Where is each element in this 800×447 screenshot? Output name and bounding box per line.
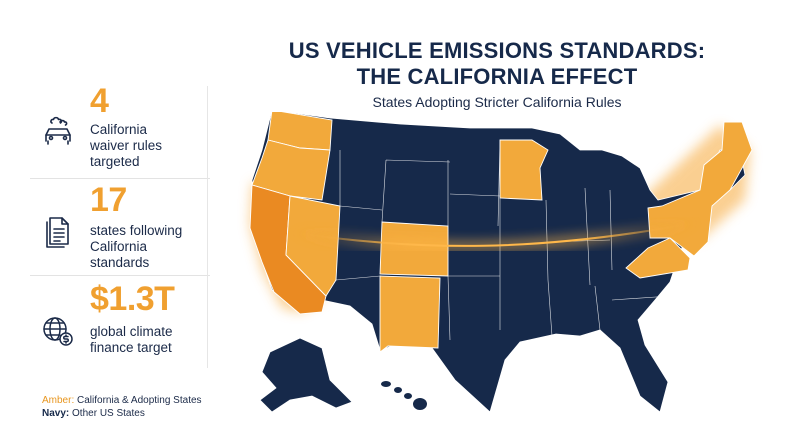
document-icon (40, 213, 76, 249)
map-state-oregon (251, 139, 331, 201)
map-glow-arc (289, 221, 701, 247)
legend-amber-key: Amber: (42, 395, 75, 406)
page-subtitle: States Adopting Stricter California Rule… (372, 94, 622, 110)
legend-navy-key: Navy: (42, 408, 70, 419)
map-state-hawaii (381, 381, 427, 410)
stat-states-following: 17 states following California standards (30, 179, 210, 276)
us-map (249, 112, 753, 413)
stat-label: global climate finance target (90, 324, 173, 355)
map-state-colorado (379, 221, 449, 277)
car-emissions-icon (40, 114, 76, 150)
map-state-alaska (259, 337, 353, 413)
stat-value: $1.3T (90, 280, 175, 318)
stat-value: 17 (90, 181, 127, 219)
map-state-virginia (625, 237, 691, 279)
map-region-other-states (251, 112, 746, 413)
page-title: US VEHICLE EMISSIONS STANDARDS: THE CALI… (288, 38, 706, 89)
legend-navy-text: Other US States (69, 408, 145, 419)
legend-amber-text: California & Adopting States (74, 395, 202, 406)
map-state-nevada (285, 195, 341, 297)
stat-climate-finance: $1.3T global climate finance target (30, 276, 210, 372)
stat-value: 4 (90, 82, 109, 120)
stat-label: states following California standards (90, 223, 183, 270)
map-state-new-mexico (379, 275, 441, 353)
stat-waiver-rules: 4 California waiver rules targeted (30, 82, 210, 179)
map-legend: Amber: California & Adopting States Navy… (42, 394, 202, 420)
stat-label: California waiver rules targeted (90, 122, 163, 169)
globe-dollar-icon (40, 312, 76, 348)
map-state-northeast (647, 121, 753, 257)
sidebar-divider (207, 86, 208, 368)
stats-panel: 4 California waiver rules targeted 17 st… (30, 82, 210, 372)
